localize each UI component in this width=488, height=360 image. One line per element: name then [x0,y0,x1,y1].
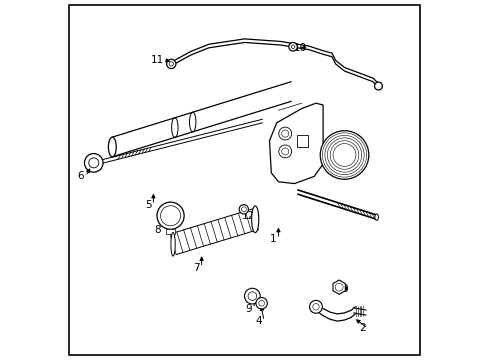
Text: 4: 4 [255,316,262,326]
Ellipse shape [108,137,116,157]
Circle shape [278,145,291,158]
Circle shape [320,131,368,179]
Ellipse shape [251,206,258,233]
Circle shape [169,62,173,66]
Circle shape [157,202,184,229]
Circle shape [88,158,99,168]
Text: 3: 3 [341,284,347,294]
Text: 6: 6 [77,171,83,181]
Circle shape [84,154,103,172]
Circle shape [288,42,297,51]
Circle shape [239,204,248,214]
Circle shape [255,297,267,309]
Circle shape [247,292,256,300]
Circle shape [258,300,264,306]
Circle shape [166,59,176,68]
Text: 8: 8 [154,225,160,235]
FancyBboxPatch shape [165,229,175,234]
Circle shape [281,148,288,155]
Text: 1: 1 [269,234,276,244]
Circle shape [291,45,294,49]
Circle shape [244,288,260,304]
Ellipse shape [171,233,175,256]
Circle shape [312,303,319,310]
Circle shape [335,283,343,291]
Circle shape [160,206,180,226]
Circle shape [374,82,382,90]
Text: 2: 2 [359,323,365,333]
FancyBboxPatch shape [296,135,307,147]
Text: 12: 12 [242,211,255,221]
Polygon shape [269,103,323,184]
Text: 7: 7 [193,262,200,273]
Text: 11: 11 [151,55,164,65]
Text: 9: 9 [245,303,252,314]
Circle shape [278,127,291,140]
Circle shape [281,130,288,137]
Circle shape [309,300,322,313]
Text: 5: 5 [145,200,151,210]
Text: 10: 10 [293,43,306,53]
Circle shape [241,207,246,212]
Ellipse shape [374,214,378,220]
